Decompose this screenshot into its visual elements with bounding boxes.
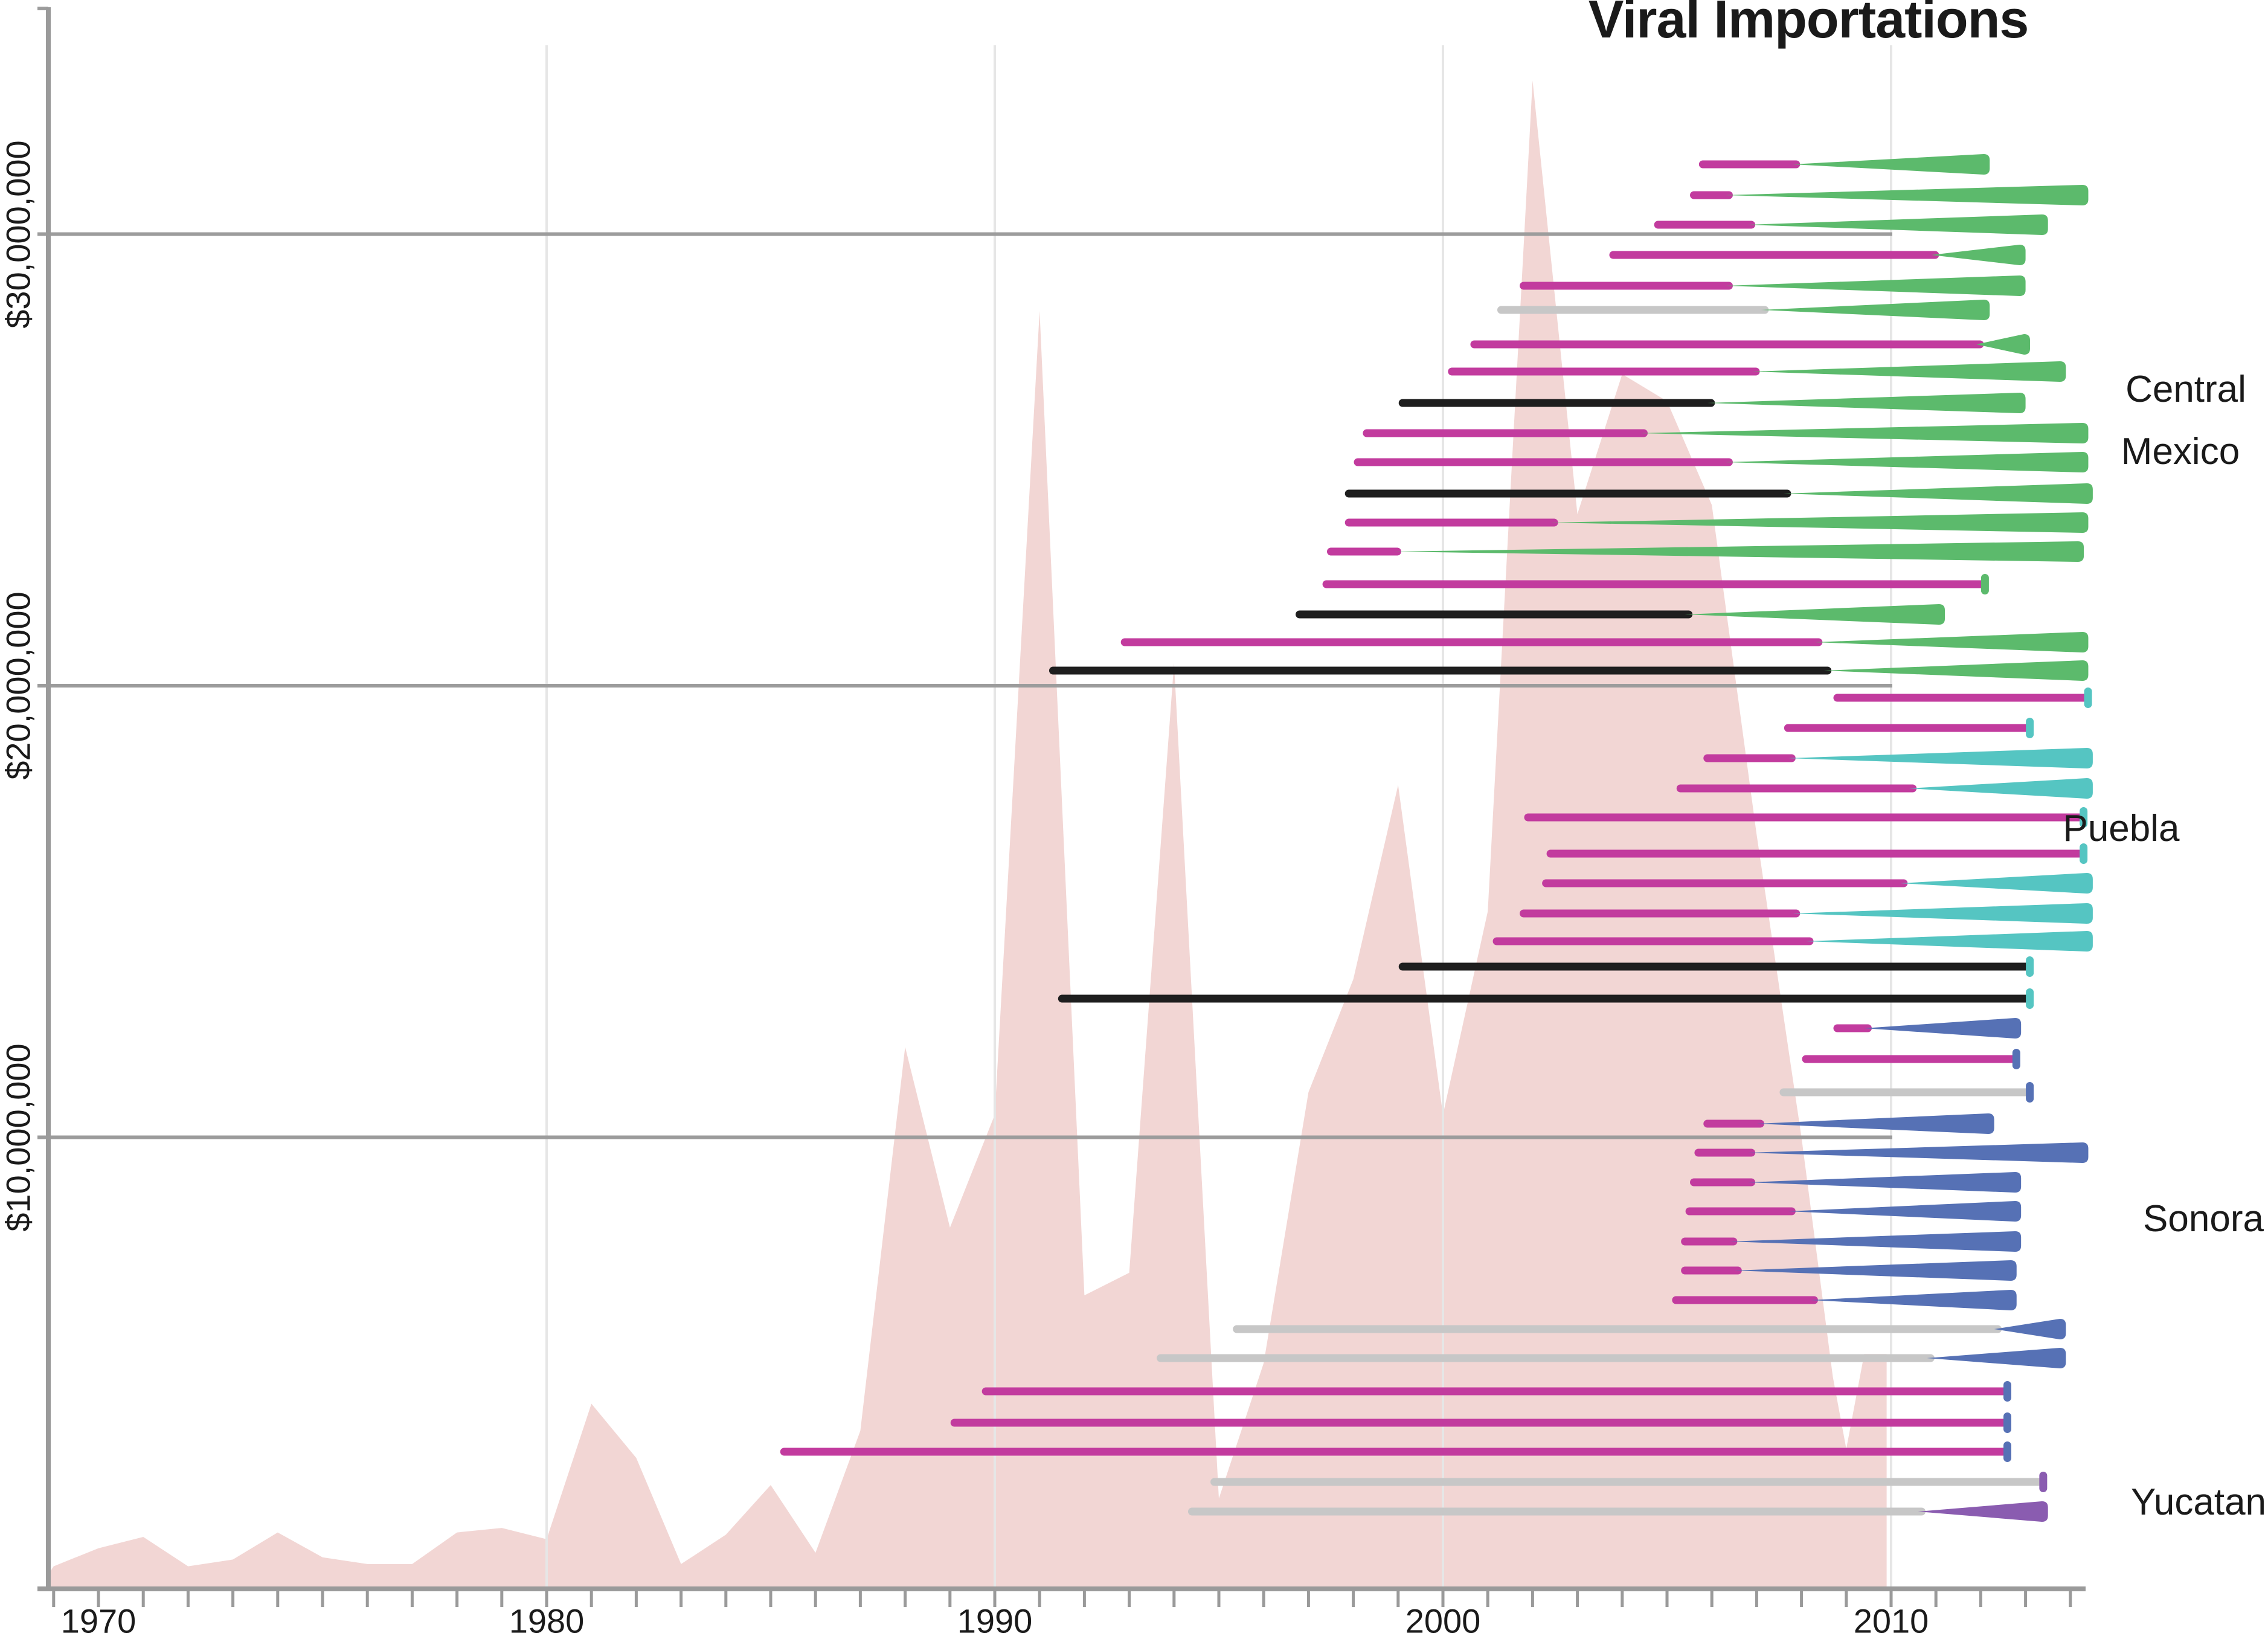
clade-wedge bbox=[1756, 1113, 1994, 1134]
clade-wedge bbox=[1707, 393, 2026, 413]
clade-wedge bbox=[1747, 1142, 2089, 1163]
clade-wedge bbox=[1550, 512, 2089, 533]
clade-wedge bbox=[1725, 185, 2089, 205]
region-label-sonora: Sonora bbox=[2143, 1198, 2264, 1240]
x-axis-label-1980: 1980 bbox=[509, 1602, 585, 1636]
clade-wedge bbox=[1783, 483, 2093, 504]
clade-wedge bbox=[1747, 1172, 2022, 1193]
clade-wedge bbox=[1814, 632, 2089, 652]
x-axis-label-1970: 1970 bbox=[60, 1602, 137, 1636]
clade-wedge bbox=[1725, 452, 2089, 472]
x-axis-label-2010: 2010 bbox=[1853, 1602, 1929, 1636]
region-label-central-mexico: Central bbox=[2125, 369, 2246, 411]
y-axis-label: $10,000,000 bbox=[0, 1043, 37, 1232]
clade-wedge bbox=[1900, 873, 2093, 894]
clade-capsule bbox=[2026, 988, 2034, 1009]
clade-wedge bbox=[1994, 1319, 2066, 1339]
clade-capsule bbox=[2003, 1381, 2011, 1402]
clade-wedge bbox=[1747, 214, 2048, 235]
clade-wedge bbox=[1976, 334, 2031, 355]
clade-wedge bbox=[1792, 154, 1990, 175]
clade-wedge bbox=[1685, 604, 1945, 625]
clade-wedge bbox=[1931, 245, 2026, 265]
clade-wedge bbox=[1792, 903, 2093, 924]
clade-wedge bbox=[1393, 541, 2084, 562]
region-label-puebla: Puebla bbox=[2063, 808, 2180, 850]
clade-wedge bbox=[1725, 275, 2026, 296]
clade-capsule bbox=[2026, 1082, 2034, 1103]
clade-capsule bbox=[2080, 843, 2088, 864]
clade-capsule bbox=[2003, 1441, 2011, 1462]
y-axis-label: $30,000,000 bbox=[0, 140, 37, 329]
clade-wedge bbox=[1810, 1290, 2017, 1310]
clade-wedge bbox=[1788, 748, 2093, 768]
x-axis-label-2000: 2000 bbox=[1405, 1602, 1481, 1636]
clade-capsule bbox=[2080, 807, 2088, 828]
clade-wedge bbox=[1927, 1348, 2066, 1368]
clade-wedge bbox=[1734, 1260, 2017, 1281]
x-axis-label-1990: 1990 bbox=[957, 1602, 1033, 1636]
region-label-yucatan: Yucatan bbox=[2130, 1481, 2267, 1524]
clade-capsule bbox=[2026, 956, 2034, 977]
clade-capsule bbox=[2003, 1412, 2011, 1433]
clade-capsule bbox=[2012, 1049, 2020, 1069]
clade-wedge bbox=[1806, 931, 2093, 952]
clade-wedge bbox=[1729, 1231, 2022, 1252]
region-label-central-mexico: Mexico bbox=[2121, 431, 2240, 473]
clade-wedge bbox=[1761, 300, 1990, 320]
clade-capsule bbox=[1980, 574, 1989, 594]
clade-wedge bbox=[1752, 361, 2066, 382]
clade-capsule bbox=[2026, 718, 2034, 738]
y-axis-label: $20,000,000 bbox=[0, 591, 37, 780]
clade-capsule bbox=[2084, 688, 2092, 708]
clade-wedge bbox=[1640, 423, 2089, 443]
clade-wedge bbox=[1864, 1018, 2022, 1039]
chart-title: Viral Importations bbox=[1588, 0, 2029, 49]
clade-wedge bbox=[1918, 1501, 2048, 1522]
imports-area bbox=[49, 80, 1887, 1589]
clade-wedge bbox=[1823, 660, 2089, 681]
clade-wedge bbox=[1788, 1201, 2022, 1222]
clade-capsule bbox=[2039, 1472, 2048, 1492]
clade-wedge bbox=[1909, 778, 2093, 799]
